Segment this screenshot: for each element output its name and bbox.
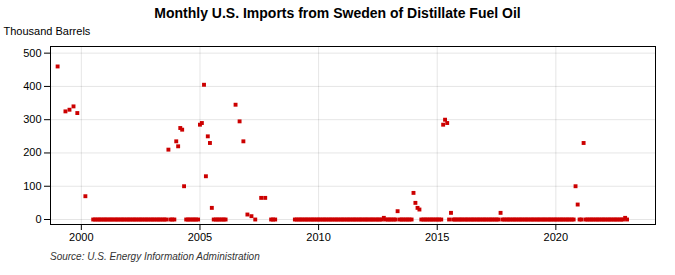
svg-text:200: 200 bbox=[23, 146, 41, 158]
svg-text:0: 0 bbox=[35, 213, 41, 225]
svg-text:500: 500 bbox=[23, 47, 41, 59]
svg-text:300: 300 bbox=[23, 113, 41, 125]
svg-text:2010: 2010 bbox=[306, 231, 330, 243]
svg-text:100: 100 bbox=[23, 180, 41, 192]
html-text:Monthly U.S. Imports from Swed: Monthly U.S. Imports from Sweden of Dist… bbox=[154, 5, 521, 21]
svg-text:400: 400 bbox=[23, 80, 41, 92]
svg-text:Thousand Barrels: Thousand Barrels bbox=[4, 25, 91, 37]
svg-text:2005: 2005 bbox=[188, 231, 212, 243]
svg-text:2020: 2020 bbox=[544, 231, 568, 243]
svg-text:2000: 2000 bbox=[69, 231, 93, 243]
html-text:Source: U.S. Energy Informatio: Source: U.S. Energy Information Administ… bbox=[50, 251, 260, 262]
svg-text:2015: 2015 bbox=[425, 231, 449, 243]
